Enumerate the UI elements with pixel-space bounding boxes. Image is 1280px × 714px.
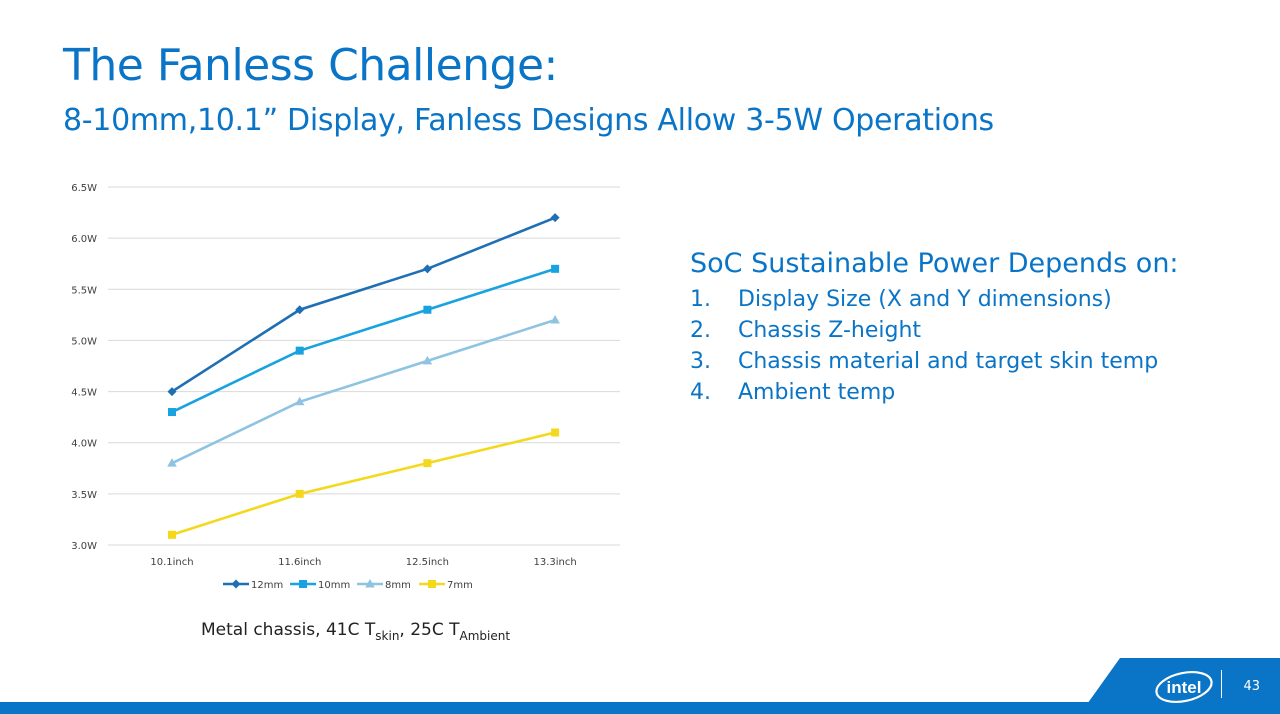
data-point-12mm bbox=[422, 264, 432, 274]
dependency-list: SoC Sustainable Power Depends on: 1. Disp… bbox=[690, 248, 1179, 408]
y-tick-label: 3.5W bbox=[71, 490, 97, 501]
power-line-chart: 3.0W 3.5W 4.0W 4.5W 5.0W 5.5W 6.0W 6.5W 10.1inch… bbox=[71, 183, 620, 591]
series-line-7mm bbox=[171, 431, 556, 537]
caption-sub-skin: skin bbox=[375, 629, 400, 643]
dependency-item: 1. Display Size (X and Y dimensions) bbox=[690, 287, 1112, 313]
slide-title: The Fanless Challenge: bbox=[63, 40, 558, 91]
data-point-10mm bbox=[423, 305, 432, 314]
data-point-7mm bbox=[551, 428, 560, 437]
caption-sub-ambient: Ambient bbox=[459, 629, 511, 643]
svg-text:intel: intel bbox=[1167, 678, 1202, 697]
x-tick-label: 12.5inch bbox=[406, 557, 449, 568]
legend-label: 8mm bbox=[385, 580, 411, 591]
dependency-item: 2. Chassis Z-height bbox=[690, 318, 922, 344]
y-tick-label: 4.5W bbox=[71, 388, 97, 399]
y-tick-label: 5.5W bbox=[71, 285, 97, 296]
data-point-8mm bbox=[294, 396, 305, 406]
footer-bar bbox=[0, 702, 1280, 714]
x-tick-label: 11.6inch bbox=[278, 557, 321, 568]
caption-prefix: Metal chassis, 41C T bbox=[201, 620, 376, 640]
dependency-heading: SoC Sustainable Power Depends on: bbox=[690, 248, 1179, 279]
footer-divider bbox=[1221, 670, 1222, 698]
slide-subtitle: 8-10mm,10.1” Display, Fanless Designs Al… bbox=[63, 103, 994, 138]
y-tick-label: 5.0W bbox=[71, 336, 97, 347]
data-point-8mm bbox=[550, 314, 560, 324]
caption-middle: , 25C T bbox=[399, 620, 460, 640]
legend-label: 10mm bbox=[318, 580, 350, 591]
data-point-10mm bbox=[551, 264, 560, 273]
y-tick-label: 3.0W bbox=[71, 541, 97, 552]
y-tick-label: 4.0W bbox=[71, 439, 97, 450]
data-point-10mm bbox=[295, 346, 304, 355]
data-point-7mm bbox=[168, 530, 176, 539]
page-number: 43 bbox=[1243, 679, 1260, 694]
legend-marker bbox=[299, 580, 307, 588]
data-point-8mm bbox=[167, 458, 177, 467]
chart-caption: Metal chassis, 41C Tskin, 25C TAmbient bbox=[201, 620, 510, 643]
y-tick-label: 6.5W bbox=[71, 183, 97, 194]
series-line-10mm bbox=[171, 267, 556, 414]
series-line-12mm bbox=[171, 216, 556, 393]
legend-marker bbox=[428, 580, 436, 588]
x-tick-label: 13.3inch bbox=[533, 557, 576, 568]
data-point-12mm bbox=[295, 305, 305, 315]
data-point-8mm bbox=[422, 355, 433, 365]
series-line-8mm bbox=[171, 318, 556, 465]
data-point-12mm bbox=[550, 213, 560, 223]
data-point-7mm bbox=[423, 459, 432, 468]
legend-label: 12mm bbox=[251, 580, 283, 591]
data-point-10mm bbox=[168, 408, 176, 417]
legend-label: 7mm bbox=[447, 580, 473, 591]
intel-logo: intel bbox=[1155, 671, 1213, 703]
dependency-item: 3. Chassis material and target skin temp bbox=[690, 349, 1159, 375]
y-tick-label: 6.0W bbox=[71, 234, 97, 245]
data-point-12mm bbox=[167, 387, 177, 397]
dependency-item: 4. Ambient temp bbox=[690, 380, 896, 406]
legend-marker bbox=[365, 579, 375, 588]
data-point-7mm bbox=[295, 489, 304, 498]
legend-marker bbox=[231, 579, 241, 589]
x-tick-label: 10.1inch bbox=[150, 557, 193, 568]
footer-logo-panel bbox=[1080, 658, 1280, 714]
